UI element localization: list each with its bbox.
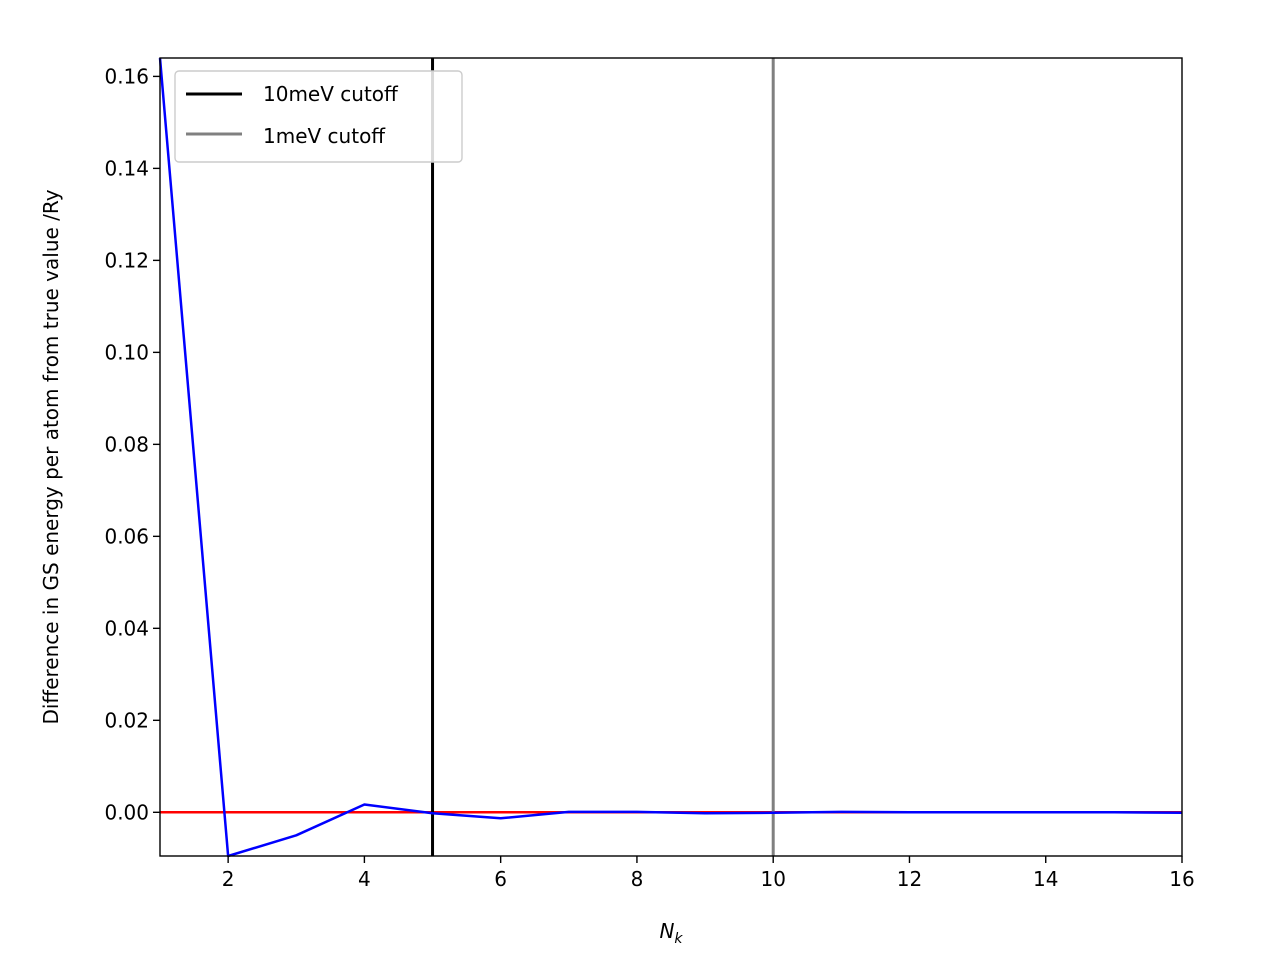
y-tick-label: 0.08 — [104, 432, 149, 456]
y-tick-label: 0.16 — [104, 64, 149, 88]
legend-label-1mev: 1meV cutoff — [263, 124, 386, 148]
y-axis-ticks: 0.00 0.02 0.04 0.06 0.08 0.10 0.12 0.14 0.16 — [104, 64, 160, 824]
y-axis-label: Difference in GS energy per atom from tr… — [39, 189, 63, 724]
series-line-0 — [158, 57, 1183, 858]
data-layer — [158, 57, 1183, 858]
plot-frame — [159, 57, 1183, 857]
x-tick-label: 6 — [494, 867, 507, 891]
y-tick-label: 0.14 — [104, 156, 149, 180]
x-tick-label: 14 — [1033, 867, 1058, 891]
y-tick-label: 0.04 — [104, 616, 149, 640]
x-axis-ticks: 2 4 6 8 10 12 14 16 — [222, 856, 1195, 891]
legend-label-10mev: 10meV cutoff — [263, 82, 399, 106]
x-tick-label: 10 — [760, 867, 785, 891]
legend-frame — [174, 70, 463, 163]
x-axis-label: Nk — [659, 919, 683, 947]
y-tick-label: 0.12 — [104, 248, 149, 272]
y-tick-label: 0.06 — [104, 524, 149, 548]
x-axis-label-main: N — [659, 919, 674, 943]
x-tick-label: 12 — [897, 867, 922, 891]
x-axis-label-subscript: k — [674, 931, 683, 947]
x-tick-label: 4 — [358, 867, 371, 891]
x-tick-label: 8 — [631, 867, 644, 891]
y-tick-label: 0.00 — [104, 800, 149, 824]
y-tick-label: 0.10 — [104, 340, 149, 364]
x-tick-label: 16 — [1169, 867, 1194, 891]
x-tick-label: 2 — [222, 867, 235, 891]
legend: 10meV cutoff 1meV cutoff — [174, 70, 463, 163]
plot-area — [160, 58, 1182, 856]
y-tick-label: 0.02 — [104, 708, 149, 732]
